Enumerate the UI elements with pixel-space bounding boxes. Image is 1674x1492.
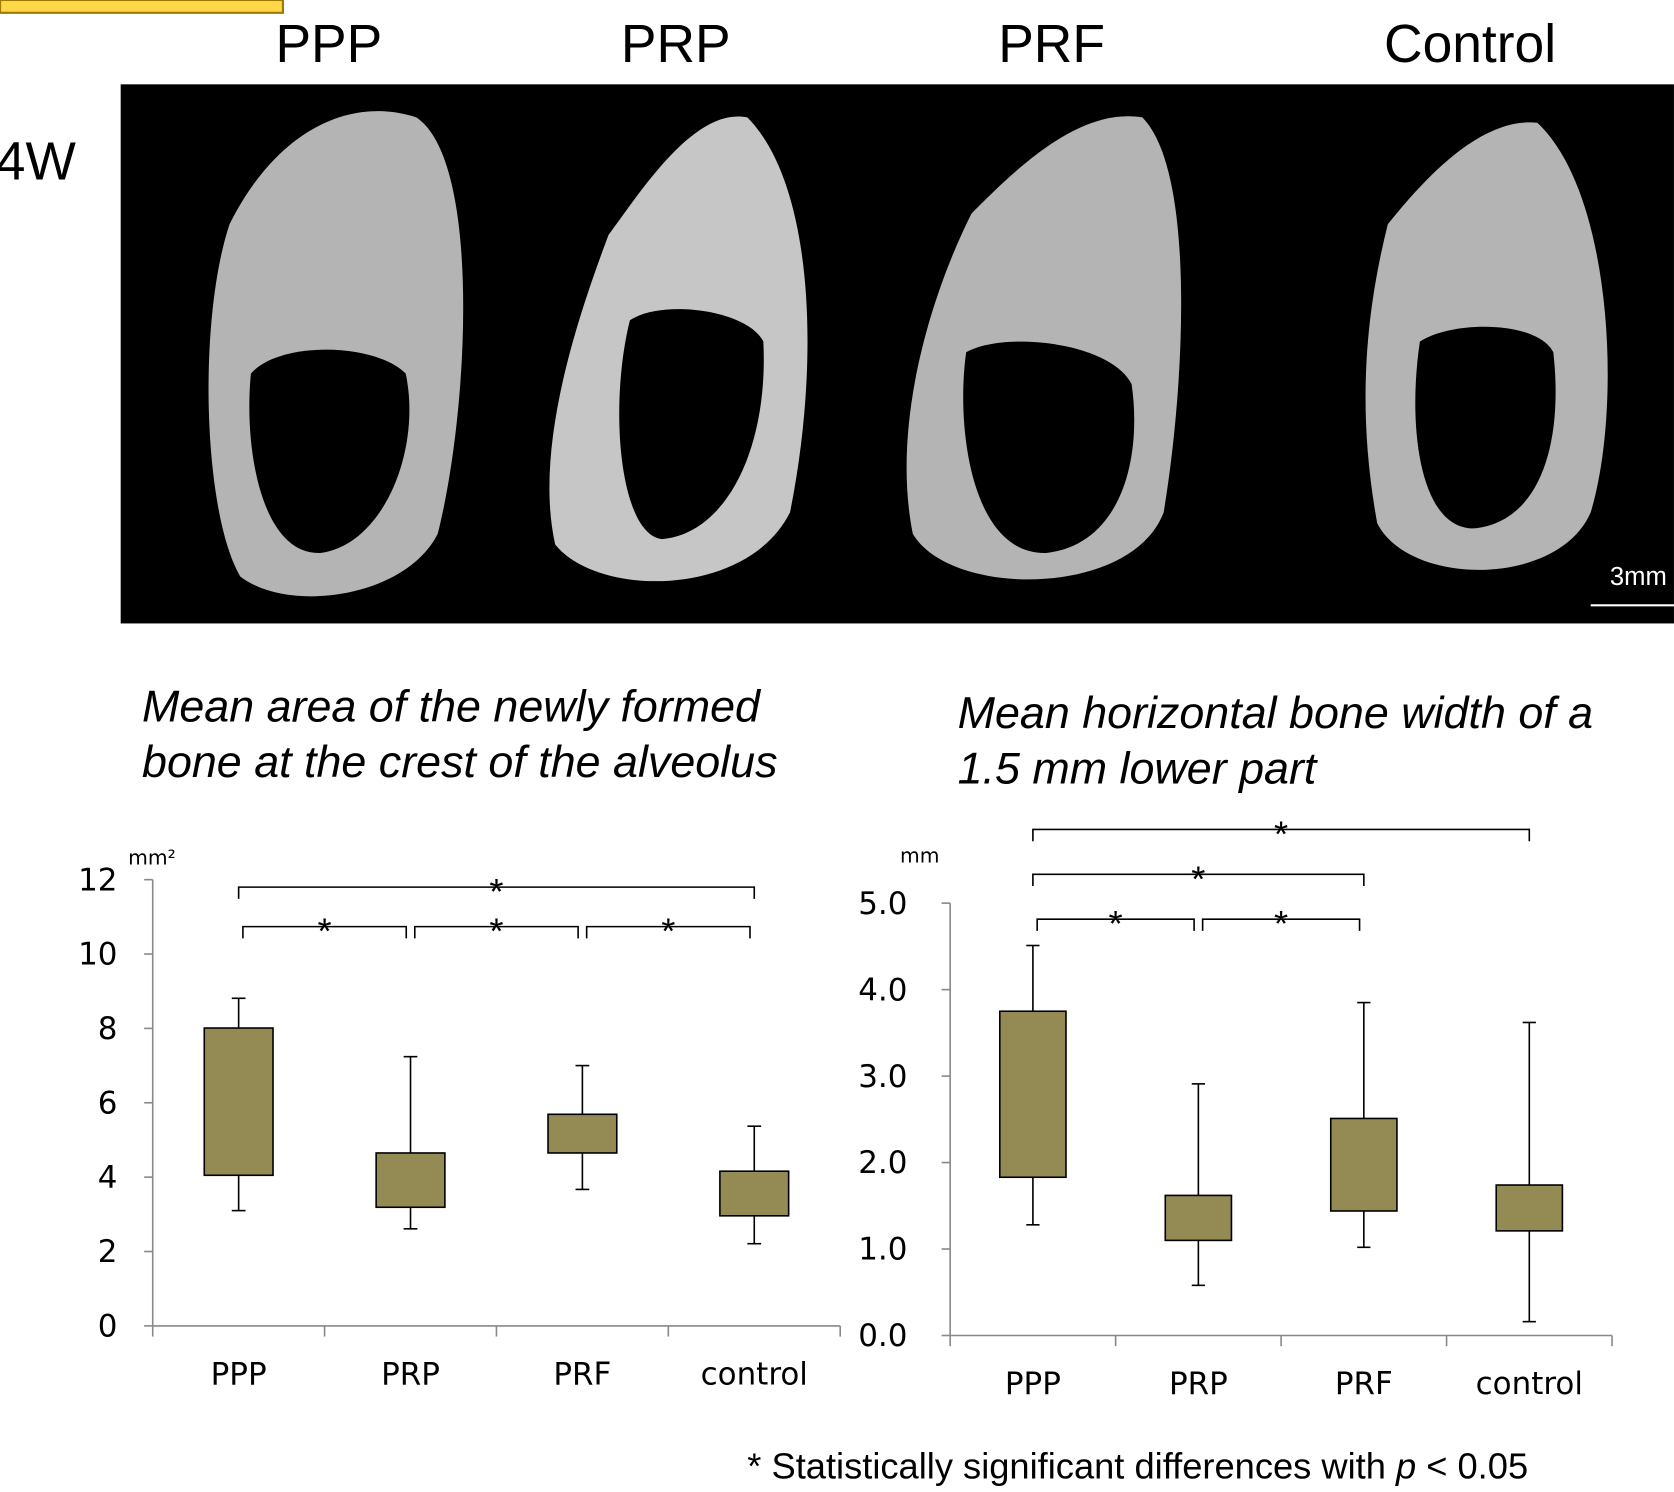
- x-tick-label: PRP: [1169, 1366, 1228, 1402]
- y-tick-label: 5.0: [858, 886, 907, 922]
- y-tick-label: 1.0: [858, 1232, 907, 1268]
- footnote: * Statistically significant differences …: [747, 1446, 1528, 1487]
- column-label: PRF: [998, 15, 1105, 74]
- significance-label: *: [1191, 858, 1205, 899]
- figure: 3mm 4W * Statistically significant diffe…: [0, 0, 1674, 1492]
- y-tick-label: 2.0: [858, 1145, 907, 1181]
- x-tick-label: PRF: [1335, 1366, 1393, 1402]
- x-tick-label: PRP: [381, 1357, 440, 1393]
- box: [1331, 1118, 1397, 1211]
- footnote-text: * Statistically significant differences …: [747, 1446, 1396, 1487]
- page: 3mm 4W * Statistically significant diffe…: [0, 0, 1674, 1492]
- chart-title: Mean area of the newly formed: [142, 681, 762, 732]
- y-tick-label: 10: [78, 937, 117, 973]
- box: [1496, 1185, 1562, 1231]
- y-tick-label: 4: [98, 1160, 118, 1196]
- box: [376, 1153, 445, 1207]
- column-label: Control: [1384, 15, 1556, 74]
- y-tick-label: 8: [98, 1011, 118, 1047]
- y-tick-label: 2: [98, 1234, 118, 1270]
- significance-label: *: [318, 911, 332, 952]
- y-tick-label: 6: [98, 1085, 118, 1121]
- y-tick-label: 0: [98, 1309, 118, 1345]
- x-tick-label: PRF: [553, 1357, 611, 1393]
- x-tick-label: PPP: [211, 1357, 267, 1393]
- scale-bar-label: 3mm: [1610, 563, 1667, 591]
- box-plot-chart: Mean horizontal bone width of a1.5 mm lo…: [858, 687, 1612, 1402]
- significance-label: *: [1274, 903, 1288, 944]
- axis-unit: mm: [900, 844, 939, 868]
- y-tick-label: 3.0: [858, 1059, 907, 1095]
- significance-label: *: [1274, 814, 1288, 855]
- significance-label: *: [1109, 903, 1123, 944]
- box: [720, 1171, 789, 1216]
- x-tick-label: PPP: [1005, 1366, 1061, 1402]
- chart-title: Mean horizontal bone width of a: [958, 687, 1593, 738]
- y-tick-label: 4.0: [858, 972, 907, 1008]
- tag-box: [0, 0, 283, 13]
- row-label: 4W: [0, 132, 76, 191]
- significance-label: *: [489, 911, 503, 952]
- micrograph: 3mm 4W: [0, 84, 1674, 623]
- chart-title: bone at the crest of the alveolus: [142, 736, 777, 787]
- chart-title: 1.5 mm lower part: [958, 743, 1319, 794]
- footnote-text: < 0.05: [1416, 1446, 1528, 1487]
- box: [1000, 1011, 1066, 1177]
- column-label: PPP: [275, 15, 382, 74]
- axis-unit: mm²: [128, 846, 176, 870]
- significance-label: *: [661, 911, 675, 952]
- box: [1165, 1195, 1231, 1240]
- x-tick-label: control: [701, 1357, 808, 1393]
- footnote-symbol: p: [1395, 1446, 1416, 1487]
- y-tick-label: 0.0: [858, 1318, 907, 1354]
- y-tick-label: 12: [78, 862, 117, 898]
- column-label: PRP: [621, 15, 731, 74]
- x-tick-label: control: [1476, 1366, 1583, 1402]
- box: [548, 1114, 617, 1153]
- significance-label: *: [489, 871, 503, 912]
- box: [204, 1028, 273, 1175]
